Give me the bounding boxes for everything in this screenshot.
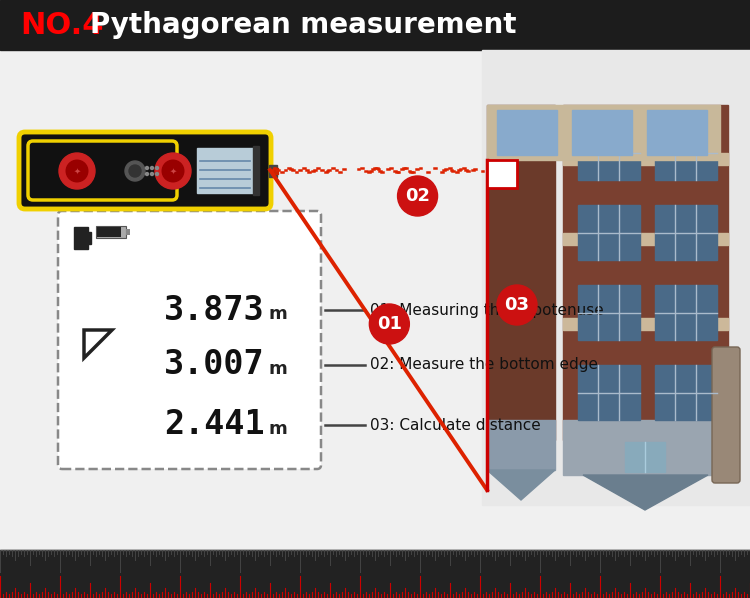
Circle shape xyxy=(125,161,145,181)
Text: 3.007: 3.007 xyxy=(164,349,265,382)
Text: 3.873: 3.873 xyxy=(164,294,265,327)
Circle shape xyxy=(151,172,154,175)
Text: m: m xyxy=(269,305,288,323)
Text: 01: Measuring the hypotenuse: 01: Measuring the hypotenuse xyxy=(370,303,604,318)
Bar xyxy=(487,420,555,470)
Text: 03: 03 xyxy=(505,296,530,314)
Bar xyxy=(625,442,665,472)
Bar xyxy=(487,105,720,160)
Circle shape xyxy=(155,172,158,175)
FancyBboxPatch shape xyxy=(58,211,321,469)
Bar xyxy=(655,125,717,180)
Bar xyxy=(97,227,121,237)
Bar xyxy=(563,318,728,330)
FancyBboxPatch shape xyxy=(712,347,740,483)
Bar xyxy=(96,226,126,238)
Bar xyxy=(563,233,728,245)
Bar xyxy=(655,205,717,260)
Polygon shape xyxy=(487,470,555,500)
Circle shape xyxy=(59,153,95,189)
Bar xyxy=(0,550,750,598)
Circle shape xyxy=(66,160,88,182)
Circle shape xyxy=(398,176,437,216)
Bar xyxy=(572,110,632,155)
Bar xyxy=(126,229,130,235)
Bar xyxy=(655,365,717,420)
Bar xyxy=(647,110,707,155)
Bar xyxy=(578,285,640,340)
Bar xyxy=(487,105,555,440)
Bar xyxy=(578,365,640,420)
Text: 02: 02 xyxy=(405,187,430,205)
Circle shape xyxy=(155,166,158,169)
Circle shape xyxy=(497,285,537,325)
Bar xyxy=(482,50,750,505)
Bar xyxy=(655,285,717,340)
Text: 2.441: 2.441 xyxy=(164,408,265,441)
Bar xyxy=(578,205,640,260)
Text: 01: 01 xyxy=(376,315,402,333)
Bar xyxy=(253,146,259,195)
Polygon shape xyxy=(583,475,708,510)
Circle shape xyxy=(129,165,141,177)
Bar xyxy=(269,165,277,177)
Bar xyxy=(0,0,750,50)
Text: ✦: ✦ xyxy=(74,166,80,175)
Bar xyxy=(578,125,640,180)
Bar xyxy=(88,232,91,244)
Bar xyxy=(497,110,557,155)
Text: 02: Measure the bottom edge: 02: Measure the bottom edge xyxy=(370,358,598,373)
Text: m: m xyxy=(269,360,288,378)
Bar xyxy=(563,105,728,440)
Circle shape xyxy=(146,172,148,175)
Bar xyxy=(273,168,278,174)
Circle shape xyxy=(155,153,191,189)
Circle shape xyxy=(162,160,184,182)
FancyBboxPatch shape xyxy=(19,132,271,209)
Circle shape xyxy=(151,166,154,169)
Bar xyxy=(563,153,728,165)
Text: Pythagorean measurement: Pythagorean measurement xyxy=(90,11,517,39)
Circle shape xyxy=(369,304,410,344)
Bar xyxy=(563,420,728,475)
Text: NO.4: NO.4 xyxy=(20,11,104,39)
Bar xyxy=(197,148,253,193)
Bar xyxy=(74,227,88,249)
Bar xyxy=(487,160,517,188)
Circle shape xyxy=(146,166,148,169)
Text: 03: Calculate distance: 03: Calculate distance xyxy=(370,417,541,432)
Text: m: m xyxy=(269,420,288,438)
Text: ✦: ✦ xyxy=(170,166,176,175)
